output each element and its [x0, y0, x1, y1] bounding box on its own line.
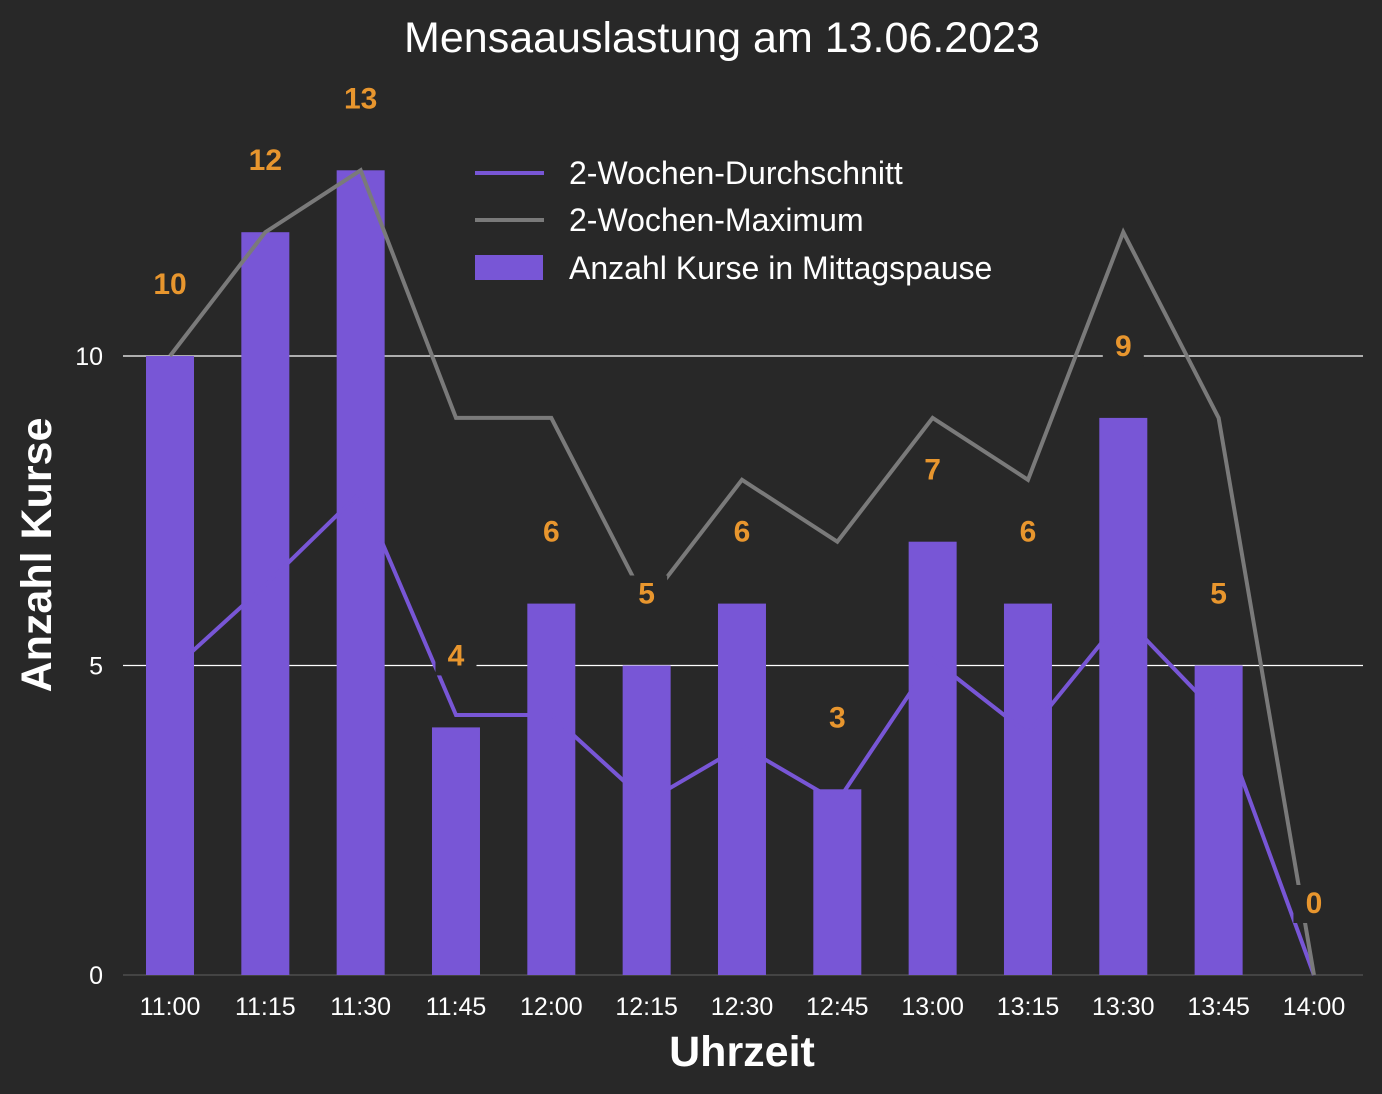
y-axis-title: Anzahl Kurse	[13, 418, 61, 693]
data-label-background	[1198, 575, 1240, 614]
data-label-background	[626, 575, 668, 614]
data-label-background	[141, 266, 199, 304]
bar-13:00	[908, 541, 957, 975]
data-label-background	[1293, 885, 1335, 923]
bar-12:00	[527, 603, 576, 975]
bar-11:15	[241, 232, 290, 975]
x-tick-label: 11:00	[140, 993, 201, 1021]
bar-12:15	[622, 665, 671, 975]
x-tick-label: 13:30	[1092, 993, 1155, 1021]
data-label-11:15: 12	[249, 144, 282, 177]
data-label-background	[435, 637, 477, 676]
data-label-12:45: 3	[829, 701, 846, 734]
x-tick-label: 11:15	[235, 993, 296, 1021]
x-tick-label: 12:00	[520, 993, 583, 1021]
average-line	[168, 488, 1316, 976]
bar-13:30	[1099, 417, 1148, 975]
x-axis-ticks: 11:00 11:15 11:30 11:45 12:00 12:15 12:30 12:45…	[140, 993, 1346, 1021]
bar-13:45	[1194, 665, 1243, 975]
data-label-13:00: 7	[924, 454, 941, 487]
data-label-12:30: 6	[734, 516, 751, 549]
x-axis-title: Uhrzeit	[669, 1028, 815, 1076]
data-label-11:30: 13	[344, 82, 377, 115]
maximum-line	[168, 167, 1316, 976]
x-tick-label: 11:30	[330, 993, 391, 1021]
x-tick-label: 12:30	[711, 993, 774, 1021]
legend-bar-swatch	[475, 255, 543, 280]
bar-11:45	[431, 727, 480, 975]
bar-12:45	[813, 789, 862, 975]
legend-bar-label: Anzahl Kurse in Mittagspause	[569, 250, 992, 286]
y-axis-ticks: 0 5 10	[75, 343, 103, 990]
data-label-background	[331, 80, 390, 119]
data-label-background	[1102, 327, 1144, 366]
x-tick-label: 13:15	[997, 993, 1060, 1021]
x-tick-label: 13:45	[1187, 993, 1250, 1021]
bar-13:15	[1003, 603, 1052, 975]
data-label-11:45: 4	[448, 639, 465, 672]
x-tick-label: 12:45	[806, 993, 869, 1021]
data-label-background	[912, 451, 954, 490]
y-tick-label: 0	[89, 962, 103, 990]
data-label-11:00: 10	[153, 268, 186, 301]
bar-12:30	[717, 603, 766, 975]
legend: 2-Wochen-Durchschnitt 2-Wochen-Maximum A…	[475, 155, 992, 286]
data-label-12:15: 5	[638, 578, 655, 611]
legend-average-label: 2-Wochen-Durchschnitt	[569, 155, 903, 191]
line-series	[168, 167, 1316, 976]
data-label-background	[1007, 513, 1049, 552]
y-tick-label: 10	[75, 343, 103, 371]
bar-11:30	[336, 170, 385, 976]
data-label-13:30: 9	[1115, 330, 1132, 363]
x-tick-label: 14:00	[1283, 993, 1346, 1021]
x-tick-label: 11:45	[426, 993, 487, 1021]
x-tick-label: 13:00	[901, 993, 964, 1021]
bar-11:00	[146, 356, 194, 975]
x-tick-label: 12:15	[615, 993, 678, 1021]
data-label-13:45: 5	[1210, 578, 1227, 611]
data-label-background	[530, 513, 572, 552]
data-labels: 10 12 13 4 6 5 6 3 7 6 9 5 0	[141, 80, 1335, 923]
data-label-12:00: 6	[543, 516, 560, 549]
y-tick-label: 5	[89, 653, 103, 681]
data-label-14:00: 0	[1306, 887, 1323, 920]
data-label-background	[236, 142, 295, 181]
data-label-background	[816, 699, 858, 738]
bar-series	[146, 170, 1243, 976]
chart-title: Mensaauslastung am 13.06.2023	[404, 14, 1040, 62]
data-label-13:15: 6	[1020, 516, 1037, 549]
legend-maximum-label: 2-Wochen-Maximum	[569, 202, 864, 238]
data-label-background	[721, 513, 763, 552]
